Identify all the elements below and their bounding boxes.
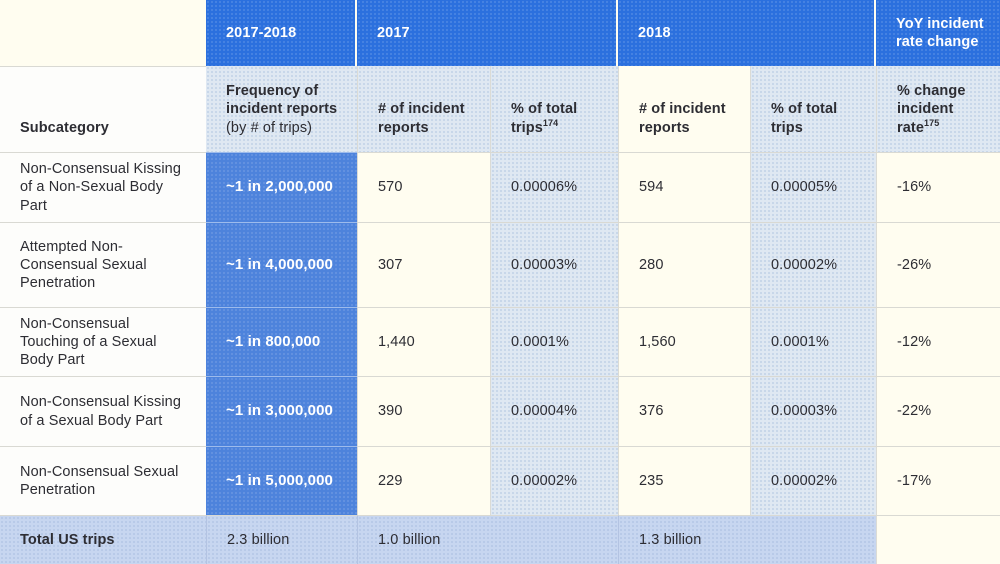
reports-2018-cell: 376	[618, 376, 750, 446]
column-group-yoy: YoY incident rate change	[876, 0, 1000, 66]
total-label-cell: Total US trips	[0, 515, 206, 564]
header-reports-2017: # of incident reports	[357, 66, 490, 152]
frequency-cell: ~1 in 4,000,000	[206, 222, 357, 307]
subcategory-cell: Non-Consensual Kissing of a Non-Sexual B…	[0, 152, 206, 222]
total-2018-cell: 1.3 billion	[618, 515, 876, 564]
yoy-change-cell: -22%	[876, 376, 1000, 446]
header-pct-trips-2018: % of total trips	[750, 66, 876, 152]
column-group-label: 2017	[377, 24, 410, 41]
reports-2017-cell: 390	[357, 376, 490, 446]
pct-2018-cell: 0.00002%	[750, 446, 876, 515]
column-group-label: YoY incident rate change	[896, 15, 984, 50]
total-2017-2018-cell: 2.3 billion	[206, 515, 357, 564]
pct-2018-cell: 0.00002%	[750, 222, 876, 307]
yoy-change-cell: -26%	[876, 222, 1000, 307]
subcategory-cell: Non-Consensual Touching of a Sexual Body…	[0, 307, 206, 376]
footnote-ref-174: 174	[542, 117, 559, 128]
pct-2017-cell: 0.00006%	[490, 152, 618, 222]
frequency-cell: ~1 in 2,000,000	[206, 152, 357, 222]
reports-2018-cell: 280	[618, 222, 750, 307]
reports-2017-cell: 229	[357, 446, 490, 515]
total-2017-cell: 1.0 billion	[357, 515, 618, 564]
pct-2018-cell: 0.0001%	[750, 307, 876, 376]
column-group-label: 2018	[638, 24, 671, 41]
frequency-cell: ~1 in 800,000	[206, 307, 357, 376]
reports-2017-cell: 307	[357, 222, 490, 307]
header-subcategory: Subcategory	[0, 66, 206, 152]
reports-2018-cell: 594	[618, 152, 750, 222]
frequency-cell: ~1 in 5,000,000	[206, 446, 357, 515]
header-reports-2018: # of incident reports	[618, 66, 750, 152]
reports-2017-cell: 570	[357, 152, 490, 222]
yoy-change-cell: -16%	[876, 152, 1000, 222]
pct-2018-cell: 0.00005%	[750, 152, 876, 222]
column-group-label: 2017-2018	[226, 24, 297, 41]
reports-2017-cell: 1,440	[357, 307, 490, 376]
pct-2018-cell: 0.00003%	[750, 376, 876, 446]
pct-2017-cell: 0.00003%	[490, 222, 618, 307]
column-group-2018: 2018	[618, 0, 876, 66]
yoy-change-cell: -17%	[876, 446, 1000, 515]
column-group-2017-2018: 2017-2018	[206, 0, 357, 66]
subcategory-cell: Attempted Non-Consensual Sexual Penetrat…	[0, 222, 206, 307]
pct-2017-cell: 0.00002%	[490, 446, 618, 515]
header-frequency: Frequency of incident reports (by # of t…	[206, 66, 357, 152]
frequency-cell: ~1 in 3,000,000	[206, 376, 357, 446]
footnote-ref-175: 175	[924, 117, 940, 128]
reports-2018-cell: 1,560	[618, 307, 750, 376]
header-pct-trips-2017: % of total trips174	[490, 66, 618, 152]
pct-2017-cell: 0.00004%	[490, 376, 618, 446]
total-yoy-empty-cell	[876, 515, 1000, 564]
subcategory-cell: Non-Consensual Kissing of a Sexual Body …	[0, 376, 206, 446]
yoy-change-cell: -12%	[876, 307, 1000, 376]
corner-spacer-cell	[0, 0, 206, 66]
reports-2018-cell: 235	[618, 446, 750, 515]
header-yoy-change: % change incident rate175	[876, 66, 1000, 152]
column-group-2017: 2017	[357, 0, 618, 66]
header-frequency-note: (by # of trips)	[226, 119, 313, 136]
subcategory-cell: Non-Consensual Sexual Penetration	[0, 446, 206, 515]
pct-2017-cell: 0.0001%	[490, 307, 618, 376]
